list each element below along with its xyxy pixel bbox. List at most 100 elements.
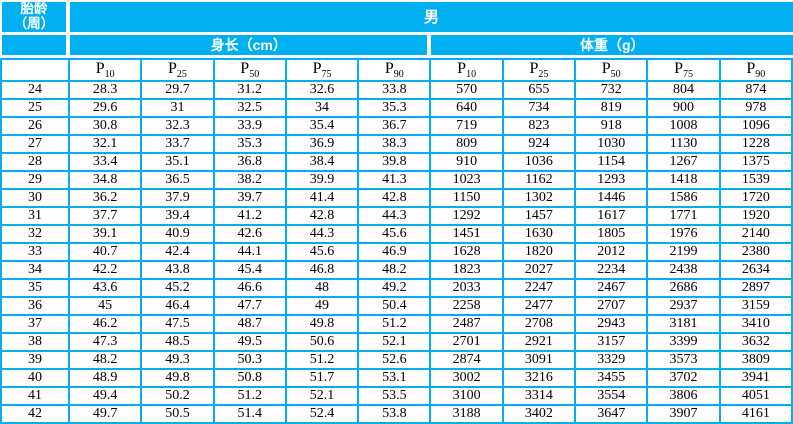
length-cell: 51.2	[359, 315, 432, 334]
length-cell: 36.8	[214, 153, 287, 172]
length-cell: 37.9	[142, 189, 215, 208]
table-row: 32 39.1 40.9 42.6 44.3 45.6 1451 1630 1805 1976 21…	[0, 225, 793, 244]
week-cell: 26	[0, 117, 70, 136]
week-cell: 36	[0, 297, 70, 316]
percentile-header: P10	[431, 57, 504, 82]
weight-cell: 2234	[576, 261, 649, 280]
length-cell: 47.5	[142, 315, 215, 334]
weight-cell: 2707	[576, 297, 649, 316]
weight-cell: 1976	[648, 225, 721, 244]
length-cell: 35.4	[286, 117, 360, 136]
weight-cell: 2027	[503, 261, 577, 280]
week-cell: 29	[0, 171, 70, 190]
table-row: 40 48.9 49.8 50.8 51.7 53.1 3002 3216 3455 3702 39…	[0, 369, 793, 388]
weight-cell: 910	[431, 153, 504, 172]
table-row: 38 47.3 48.5 49.5 50.6 52.1 2701 2921 3157 3399 36…	[0, 333, 793, 352]
weight-cell: 2199	[648, 243, 721, 262]
weight-cell: 3455	[576, 369, 649, 388]
weight-cell: 1302	[503, 189, 577, 208]
percentile-header-row: P10 P25 P50 P75 P90 P10 P25 P50 P75 P90	[0, 57, 793, 82]
weight-cell: 1451	[431, 225, 504, 244]
weight-cell: 3809	[720, 351, 793, 370]
table-row: 29 34.8 36.5 38.2 39.9 41.3 1023 1162 1293 1418 15…	[0, 171, 793, 190]
weight-cell: 1823	[431, 261, 504, 280]
length-cell: 41.2	[214, 207, 287, 226]
length-cell: 44.3	[359, 207, 432, 226]
length-cell: 49.2	[359, 279, 432, 298]
section-header-length: 身长（cm）	[70, 34, 432, 58]
length-cell: 39.7	[214, 189, 287, 208]
week-cell: 31	[0, 207, 70, 226]
length-cell: 44.1	[214, 243, 287, 262]
weight-cell: 2701	[431, 333, 504, 352]
table-row: 33 40.7 42.4 44.1 45.6 46.9 1628 1820 2012 2199 23…	[0, 243, 793, 262]
weight-cell: 2634	[720, 261, 793, 280]
weight-cell: 2140	[720, 225, 793, 244]
length-cell: 49	[286, 297, 360, 316]
length-cell: 42.8	[286, 207, 360, 226]
week-cell: 32	[0, 225, 70, 244]
percentile-header: P75	[648, 57, 721, 82]
weight-cell: 2467	[576, 279, 649, 298]
length-cell: 32.1	[70, 135, 143, 154]
week-cell: 39	[0, 351, 70, 370]
length-cell: 47.3	[70, 333, 143, 352]
weight-cell: 4161	[720, 405, 793, 424]
weight-cell: 2921	[503, 333, 577, 352]
length-cell: 51.2	[214, 387, 287, 406]
length-cell: 50.5	[142, 405, 215, 424]
length-cell: 28.3	[70, 81, 143, 100]
length-cell: 39.9	[286, 171, 360, 190]
weight-cell: 1539	[720, 171, 793, 190]
weight-cell: 2012	[576, 243, 649, 262]
weight-cell: 1586	[648, 189, 721, 208]
length-cell: 29.7	[142, 81, 215, 100]
weight-cell: 2477	[503, 297, 577, 316]
length-cell: 36.2	[70, 189, 143, 208]
length-cell: 30.8	[70, 117, 143, 136]
length-cell: 29.6	[70, 99, 143, 118]
weight-cell: 900	[648, 99, 721, 118]
length-cell: 35.3	[359, 99, 432, 118]
table-row: 42 49.7 50.5 51.4 52.4 53.8 3188 3402 3647 3907 41…	[0, 405, 793, 424]
table-row: 30 36.2 37.9 39.7 41.4 42.8 1150 1302 1446 1586 17…	[0, 189, 793, 208]
length-cell: 50.4	[359, 297, 432, 316]
length-cell: 40.7	[70, 243, 143, 262]
weight-cell: 3314	[503, 387, 577, 406]
weight-cell: 918	[576, 117, 649, 136]
length-cell: 52.4	[286, 405, 360, 424]
length-cell: 46.9	[359, 243, 432, 262]
weight-cell: 3647	[576, 405, 649, 424]
length-cell: 39.4	[142, 207, 215, 226]
weight-cell: 719	[431, 117, 504, 136]
weight-cell: 1630	[503, 225, 577, 244]
length-cell: 43.6	[70, 279, 143, 298]
weight-cell: 1418	[648, 171, 721, 190]
weight-cell: 809	[431, 135, 504, 154]
table-row: 31 37.7 39.4 41.2 42.8 44.3 1292 1457 1617 1771 19…	[0, 207, 793, 226]
weight-cell: 2937	[648, 297, 721, 316]
corner-header-gestational-age: 胎龄 （周）	[0, 0, 70, 35]
length-cell: 34.8	[70, 171, 143, 190]
table-row: 39 48.2 49.3 50.3 51.2 52.6 2874 3091 3329 3573 38…	[0, 351, 793, 370]
week-cell: 35	[0, 279, 70, 298]
weight-cell: 1628	[431, 243, 504, 262]
length-cell: 42.4	[142, 243, 215, 262]
week-cell: 27	[0, 135, 70, 154]
length-cell: 47.7	[214, 297, 287, 316]
weight-cell: 2897	[720, 279, 793, 298]
week-cell: 42	[0, 405, 70, 424]
weight-cell: 924	[503, 135, 577, 154]
weight-cell: 1228	[720, 135, 793, 154]
length-cell: 49.7	[70, 405, 143, 424]
length-cell: 31	[142, 99, 215, 118]
weight-cell: 3806	[648, 387, 721, 406]
length-cell: 42.8	[359, 189, 432, 208]
percentile-header: P25	[503, 57, 577, 82]
length-cell: 36.5	[142, 171, 215, 190]
weight-cell: 1008	[648, 117, 721, 136]
weight-cell: 1150	[431, 189, 504, 208]
table-row: 25 29.6 31 32.5 34 35.3 640 734 819 900 978	[0, 99, 793, 118]
length-cell: 53.5	[359, 387, 432, 406]
weight-cell: 655	[503, 81, 577, 100]
